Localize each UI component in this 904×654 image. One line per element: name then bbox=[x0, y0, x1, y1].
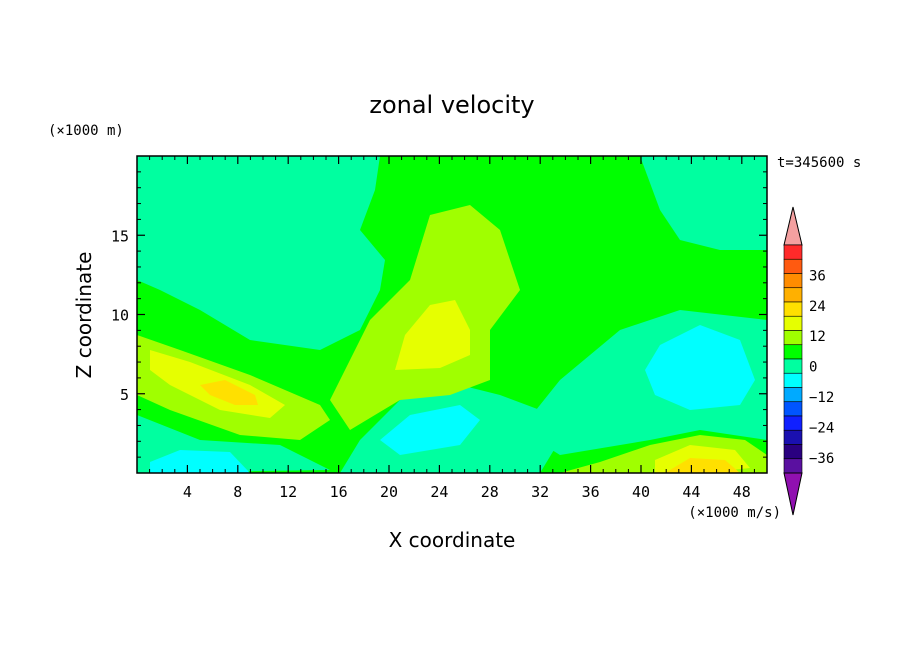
x-axis-label: X coordinate bbox=[389, 528, 516, 552]
contour-region bbox=[665, 458, 740, 473]
x-tick-label: 8 bbox=[233, 483, 242, 501]
x-unit-label: (×1000 m/s) bbox=[688, 505, 781, 521]
x-tick-label: 36 bbox=[582, 483, 600, 501]
contour-region bbox=[200, 380, 258, 405]
x-tick-label: 20 bbox=[380, 483, 398, 501]
y-axis-label: Z coordinate bbox=[72, 252, 96, 379]
y-tick-label: 5 bbox=[120, 386, 129, 404]
colorbar-segment bbox=[783, 258, 803, 274]
colorbar-segment bbox=[783, 287, 803, 303]
colorbar-segment bbox=[783, 444, 803, 460]
colorbar-tick-label: −36 bbox=[809, 451, 834, 467]
colorbar-segment bbox=[783, 301, 803, 317]
colorbar-segment bbox=[783, 429, 803, 445]
y-tick-label: 10 bbox=[111, 307, 129, 325]
colorbar-segment bbox=[783, 458, 803, 474]
x-tick-label: 32 bbox=[531, 483, 549, 501]
colorbar-segment bbox=[783, 415, 803, 431]
contour-region bbox=[150, 450, 250, 473]
x-tick-label: 12 bbox=[279, 483, 297, 501]
colorbar-tick-label: 36 bbox=[809, 268, 826, 284]
colorbar-over-triangle bbox=[783, 206, 803, 246]
x-tick-label: 44 bbox=[682, 483, 700, 501]
x-tick-label: 28 bbox=[481, 483, 499, 501]
x-tick-label: 24 bbox=[430, 483, 448, 501]
colorbar-segment bbox=[783, 273, 803, 289]
colorbar-segment bbox=[783, 344, 803, 360]
contour-region bbox=[137, 156, 385, 350]
colorbar-segment bbox=[783, 358, 803, 374]
colorbar-segment bbox=[783, 372, 803, 388]
colorbar-tick-label: −12 bbox=[809, 390, 834, 406]
chart-title: zonal velocity bbox=[369, 91, 534, 119]
colorbar-tick-label: −24 bbox=[809, 420, 834, 436]
y-axis: 5 10 15 bbox=[111, 171, 767, 458]
colorbar-tick-label: 24 bbox=[809, 299, 826, 315]
contour-region bbox=[395, 300, 470, 370]
contour-region bbox=[380, 405, 480, 455]
x-tick-label: 48 bbox=[733, 483, 751, 501]
colorbar-segment bbox=[783, 244, 803, 260]
contour-region bbox=[645, 325, 755, 410]
x-tick-label: 16 bbox=[330, 483, 348, 501]
colorbar-segment bbox=[783, 387, 803, 403]
colorbar-segment bbox=[783, 330, 803, 346]
colorbar-under-triangle bbox=[783, 472, 803, 516]
y-tick-label: 15 bbox=[111, 227, 129, 245]
y-unit-label: (×1000 m) bbox=[48, 123, 124, 139]
time-label: t=345600 s bbox=[777, 155, 861, 171]
colorbar-tick-label: 12 bbox=[809, 329, 826, 345]
colorbar: 36 24 12 0 −12 −24 −36 bbox=[783, 206, 834, 516]
colorbar-tick-label: 0 bbox=[809, 360, 817, 376]
x-tick-label: 4 bbox=[183, 483, 192, 501]
contour-field bbox=[137, 156, 767, 473]
colorbar-segment bbox=[783, 315, 803, 331]
x-axis: 4 8 12 16 20 24 28 32 36 40 44 48 bbox=[149, 156, 755, 501]
contour-region bbox=[640, 156, 767, 250]
x-tick-label: 40 bbox=[632, 483, 650, 501]
colorbar-segment bbox=[783, 401, 803, 417]
